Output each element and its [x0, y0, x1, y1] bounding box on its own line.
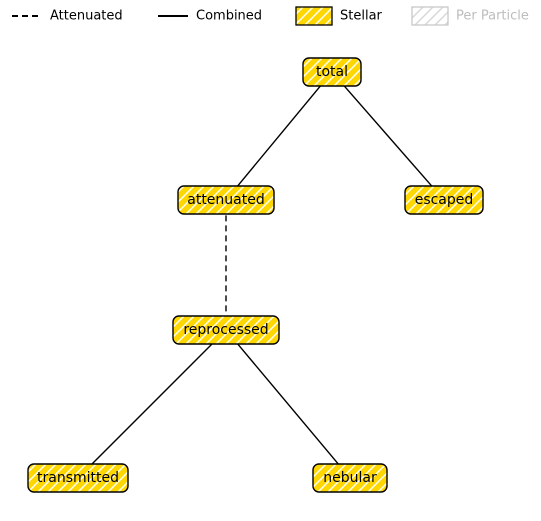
node-transmitted: transmitted [28, 464, 128, 492]
legend-swatch-icon [296, 7, 332, 25]
legend-label: Combined [196, 9, 262, 24]
node-total-label: total [316, 64, 348, 80]
legend-item-2: Stellar [296, 7, 383, 25]
node-escaped: escaped [405, 186, 483, 214]
node-total: total [303, 58, 361, 86]
legend-label: Per Particle [456, 9, 529, 24]
node-nebular-label: nebular [323, 470, 377, 486]
legend-label: Stellar [340, 9, 383, 24]
node-attenuated-label: attenuated [187, 192, 265, 208]
node-escaped-label: escaped [415, 192, 474, 208]
legend-swatch-icon [412, 7, 448, 25]
background [0, 0, 541, 521]
node-attenuated: attenuated [178, 186, 274, 214]
node-reprocessed-label: reprocessed [183, 322, 268, 338]
node-reprocessed: reprocessed [173, 316, 279, 344]
node-nebular: nebular [313, 464, 387, 492]
diagram-svg: total attenuated escaped reprocessed transmi… [0, 0, 541, 521]
node-transmitted-label: transmitted [37, 470, 119, 486]
legend-item-3: Per Particle [412, 7, 529, 25]
diagram-root: total attenuated escaped reprocessed transmi… [0, 0, 541, 521]
legend-label: Attenuated [50, 9, 123, 24]
